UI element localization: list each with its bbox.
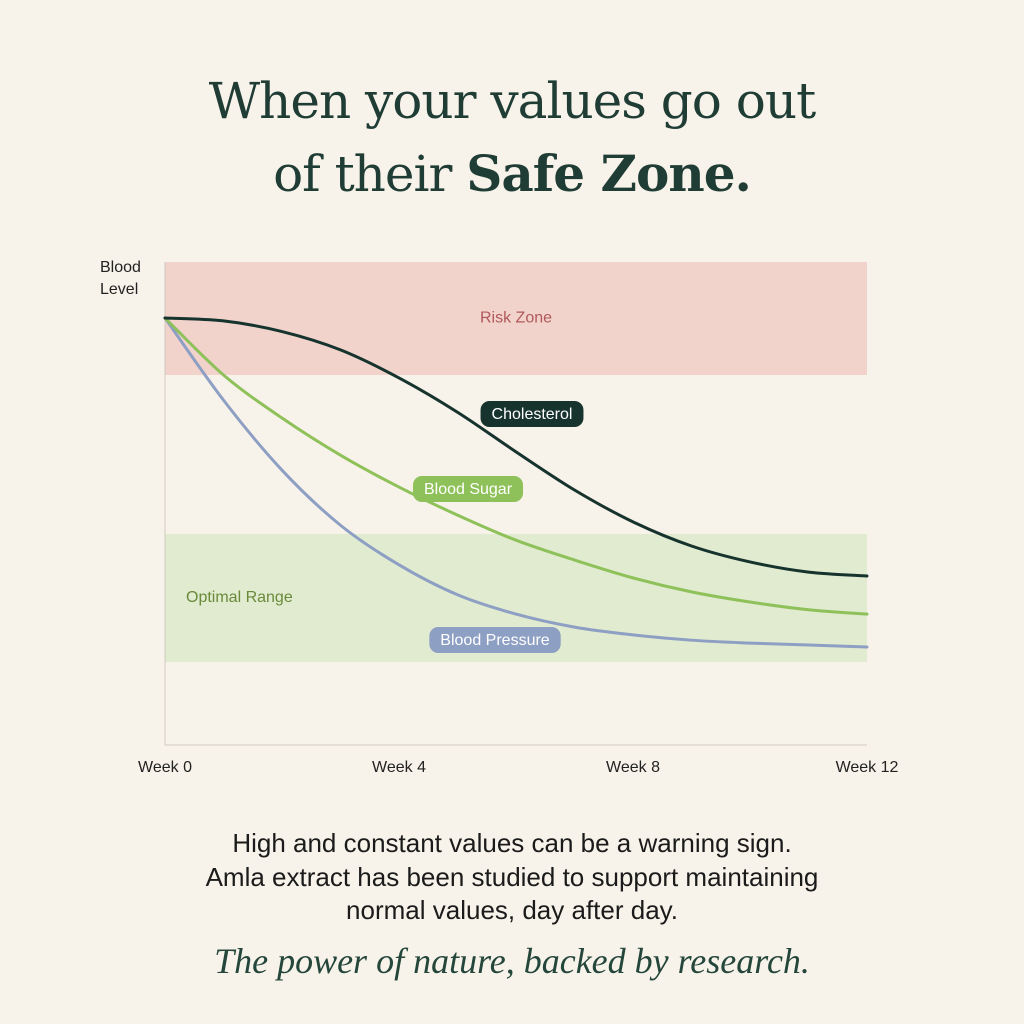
line bbox=[163, 316, 869, 649]
line bbox=[163, 316, 869, 578]
body-text: High and constant values can be a warnin… bbox=[232, 828, 792, 858]
line bbox=[163, 316, 869, 616]
title-line: When your values go out bbox=[208, 72, 816, 130]
series-label: Cholesterol bbox=[492, 406, 573, 423]
title-text: of their bbox=[273, 145, 452, 203]
x-tick-label: Week 0 bbox=[138, 759, 192, 776]
title-line: of their Safe Zone. bbox=[0, 144, 1024, 203]
tagline: The power of nature, backed by research. bbox=[214, 941, 810, 981]
series-label: Blood Pressure bbox=[440, 632, 549, 649]
y-axis-label: Blood Level bbox=[100, 259, 141, 298]
zone-label: Optimal Range bbox=[186, 589, 293, 606]
series-label-bg bbox=[412, 476, 524, 502]
zone bbox=[165, 262, 867, 376]
title-emphasis: Safe Zone. bbox=[466, 144, 752, 203]
series-label-bg bbox=[429, 627, 561, 653]
x-tick-label: Week 12 bbox=[836, 759, 899, 776]
zone-label: Risk Zone bbox=[480, 310, 552, 327]
body-text: normal values, day after day. bbox=[346, 895, 678, 925]
series-label-bg bbox=[480, 401, 584, 427]
x-tick-label: Week 4 bbox=[372, 759, 426, 776]
body-text: Amla extract has been studied to support… bbox=[205, 862, 819, 892]
x-tick-label: Week 8 bbox=[606, 759, 660, 776]
chart: Risk Zone Optimal Range Week 0 Week 4 Week 8… bbox=[138, 262, 899, 776]
series-label: Blood Sugar bbox=[424, 481, 513, 498]
